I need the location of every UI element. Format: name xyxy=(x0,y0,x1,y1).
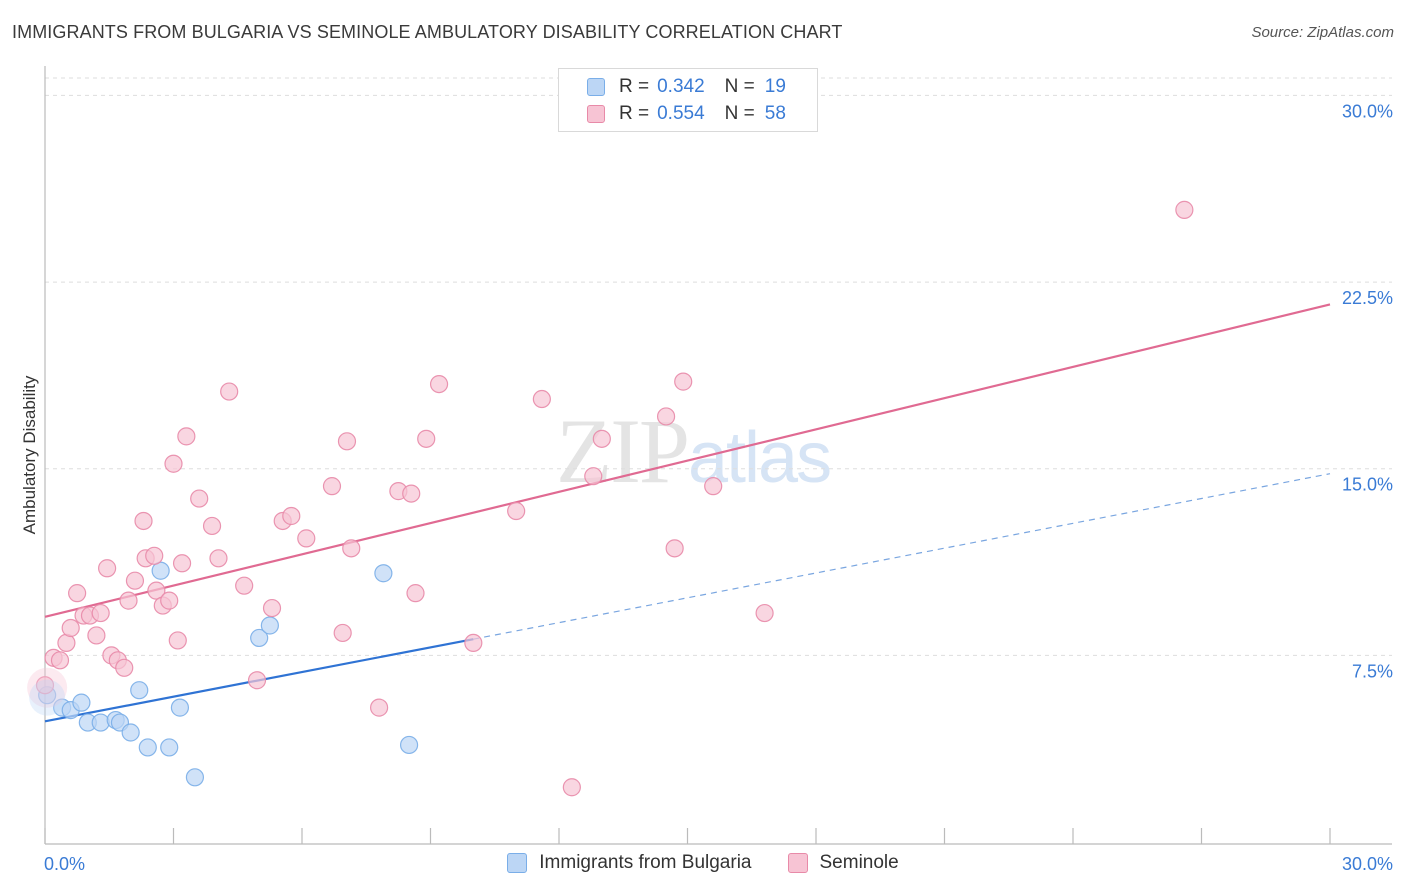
bulgaria-point xyxy=(399,735,419,755)
legend-row-bulgaria: R = 0.342 N = 19 xyxy=(587,75,786,99)
seminole-point xyxy=(282,506,301,526)
bulgaria-point xyxy=(91,713,110,732)
y-tick-label: 15.0% xyxy=(1342,475,1393,495)
seminole-point xyxy=(164,454,183,473)
seminole-point xyxy=(532,389,551,409)
series-legend-seminole[interactable]: Seminole xyxy=(787,852,899,874)
label-layer: 7.5% 15.0% 22.5% 30.0% 0.0% 30.0% Ambulatory D… xyxy=(20,101,1393,874)
y-tick-label: 30.0% xyxy=(1342,101,1393,121)
seminole-point xyxy=(68,584,87,603)
seminole-point xyxy=(417,429,436,448)
seminole-point xyxy=(297,529,316,548)
legend-r-value: 0.554 xyxy=(657,103,705,124)
seminole-point xyxy=(220,382,239,401)
y-axis-label: Ambulatory Disability xyxy=(20,375,39,534)
legend-n-label: N = xyxy=(724,103,755,124)
seminole-point xyxy=(562,778,581,797)
seminole-point xyxy=(91,603,110,623)
bulgaria-point xyxy=(170,698,190,717)
bulgaria-point-large xyxy=(29,679,66,716)
series-swatch-seminole xyxy=(787,853,808,873)
seminole-point xyxy=(262,598,282,618)
bulgaria-point xyxy=(185,768,205,787)
bulgaria-point xyxy=(160,738,179,757)
seminole-point xyxy=(507,501,526,521)
x-tick-label: 0.0% xyxy=(44,854,85,874)
seminole-point xyxy=(592,429,611,448)
seminole-point xyxy=(168,631,187,650)
seminole-point xyxy=(209,549,228,568)
legend-r-label: R = xyxy=(619,103,650,124)
seminole-point xyxy=(1175,200,1194,219)
trend-layer xyxy=(44,303,1331,723)
seminole-point xyxy=(333,623,352,643)
seminole-point xyxy=(87,626,106,645)
legend-n-value: 58 xyxy=(764,103,786,124)
seminole-point xyxy=(202,516,222,536)
bulgaria-point xyxy=(72,693,91,712)
seminole-point xyxy=(57,633,76,653)
seminole-point xyxy=(247,671,267,690)
legend-n-value: 19 xyxy=(764,76,786,97)
legend-swatch-seminole xyxy=(587,105,605,123)
seminole-point xyxy=(61,618,80,638)
seminole-point-large xyxy=(27,667,68,708)
legend-r-label: R = xyxy=(619,76,650,97)
legend-row-seminole: R = 0.554 N = 58 xyxy=(587,102,786,126)
seminole-point xyxy=(160,591,179,610)
seminole-point xyxy=(704,477,723,496)
bulgaria-point xyxy=(138,738,157,757)
legend-n-label: N = xyxy=(724,76,755,97)
chart-title: IMMIGRANTS FROM BULGARIA VS SEMINOLE AMB… xyxy=(12,22,843,42)
bulgaria-point xyxy=(374,564,393,583)
seminole-point xyxy=(342,539,361,558)
points-layer xyxy=(27,200,1194,797)
seminole-point xyxy=(656,407,676,426)
seminole-point xyxy=(115,658,134,677)
seminole-point xyxy=(177,427,196,446)
y-tick-label: 7.5% xyxy=(1352,661,1393,681)
y-tick-label: 22.5% xyxy=(1342,288,1393,308)
x-tick-label: 30.0% xyxy=(1342,854,1393,874)
seminole-point xyxy=(429,374,449,394)
legend-r-value: 0.342 xyxy=(657,76,705,97)
seminole-point xyxy=(370,698,389,717)
bulgaria-point xyxy=(260,616,279,635)
seminole-point xyxy=(584,467,603,486)
seminole-point xyxy=(50,651,70,670)
series-label-bulgaria: Immigrants from Bulgaria xyxy=(539,852,752,873)
correlation-legend: R = 0.342 N = 19 R = 0.554 N = 58 xyxy=(558,68,818,132)
seminole-point xyxy=(337,432,357,451)
series-swatch-bulgaria xyxy=(507,853,528,873)
seminole-point xyxy=(406,584,425,603)
source-label: Source: ZipAtlas.com xyxy=(1251,24,1394,41)
series-label-seminole: Seminole xyxy=(819,852,899,873)
seminole-point xyxy=(119,591,138,610)
legend-swatch-bulgaria xyxy=(587,78,605,96)
series-legend-bulgaria[interactable]: Immigrants from Bulgaria xyxy=(507,852,752,874)
seminole-point xyxy=(402,484,421,503)
seminole-trendline xyxy=(44,303,1331,618)
seminole-point xyxy=(322,477,342,496)
series-legend: Immigrants from Bulgaria Seminole xyxy=(0,852,1406,874)
seminole-point xyxy=(134,511,153,531)
seminole-point xyxy=(464,633,483,653)
seminole-point xyxy=(172,554,192,573)
seminole-point xyxy=(125,571,145,590)
bulgaria-point xyxy=(121,723,140,742)
seminole-point xyxy=(674,372,693,391)
bulgaria-trendline-extension xyxy=(473,473,1331,640)
axis-layer xyxy=(44,66,1392,845)
seminole-point xyxy=(755,603,774,623)
seminole-point xyxy=(665,539,684,558)
bulgaria-point xyxy=(250,628,269,648)
seminole-point xyxy=(98,559,117,578)
seminole-point xyxy=(145,546,164,565)
seminole-point xyxy=(190,489,209,508)
seminole-point xyxy=(235,576,254,595)
bulgaria-point xyxy=(130,681,149,700)
seminole-point xyxy=(35,676,55,695)
